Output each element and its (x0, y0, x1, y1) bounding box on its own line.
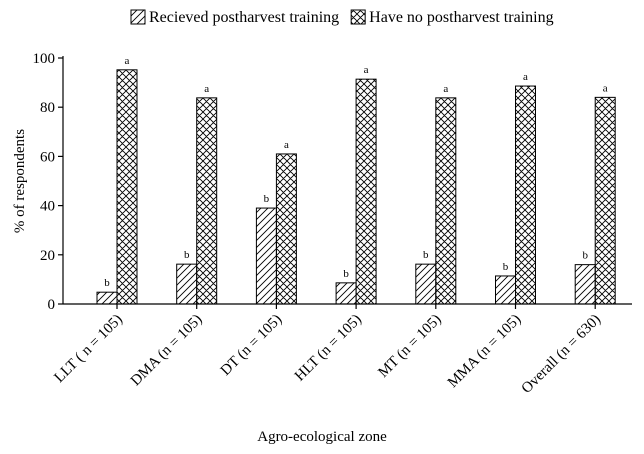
legend-label: Have no postharvest training (369, 9, 553, 26)
bar-letter: a (284, 139, 289, 151)
y-tick-label: 60 (40, 149, 55, 165)
x-tick-label: DMA (n = 105) (128, 312, 206, 390)
y-tick-label: 80 (40, 100, 55, 116)
bar (515, 85, 536, 305)
bar (116, 69, 138, 305)
bar (176, 263, 198, 305)
bar-letter: a (523, 71, 528, 83)
x-tick-label: MMA (n = 105) (445, 312, 524, 391)
y-tick-label: 100 (33, 51, 56, 67)
bar-letter: b (503, 261, 509, 273)
bar (594, 96, 616, 305)
x-tick-label: Overall (n = 630) (519, 312, 604, 397)
bar (255, 207, 277, 305)
bar (574, 264, 596, 305)
bar (355, 78, 377, 305)
bar (435, 97, 457, 305)
bar-letter: b (184, 249, 190, 261)
bar-letter: a (204, 83, 209, 95)
bar (196, 97, 218, 305)
bar (96, 291, 118, 305)
y-tick-label: 20 (40, 248, 55, 264)
bar-letter: b (343, 268, 349, 280)
y-axis-title: % of respondents (12, 129, 28, 233)
legend-swatch (130, 9, 146, 25)
bar (275, 153, 297, 305)
bar (335, 282, 357, 305)
legend-swatch (350, 9, 366, 25)
bar (415, 263, 437, 305)
bar (495, 275, 516, 305)
bar-letter: b (104, 277, 110, 289)
bar-letter: b (582, 250, 588, 262)
x-tick-label: HLT (n = 105) (292, 312, 365, 385)
bar-letter: b (423, 249, 429, 261)
bar-letter: a (125, 55, 130, 67)
bar-letter: a (443, 83, 448, 95)
bar-letter: a (603, 82, 608, 94)
legend-label: Recieved postharvest training (149, 9, 339, 26)
x-tick-label: DT (n = 105) (218, 312, 285, 379)
bar-letter: b (264, 193, 270, 205)
x-tick-label: LLT ( n = 105) (51, 312, 125, 386)
y-tick-label: 0 (48, 297, 56, 313)
bar-letter: a (364, 64, 369, 76)
x-axis-title: Agro-ecological zone (257, 429, 387, 445)
y-tick-label: 40 (40, 199, 55, 215)
x-tick-label: MT (n = 105) (375, 312, 444, 381)
